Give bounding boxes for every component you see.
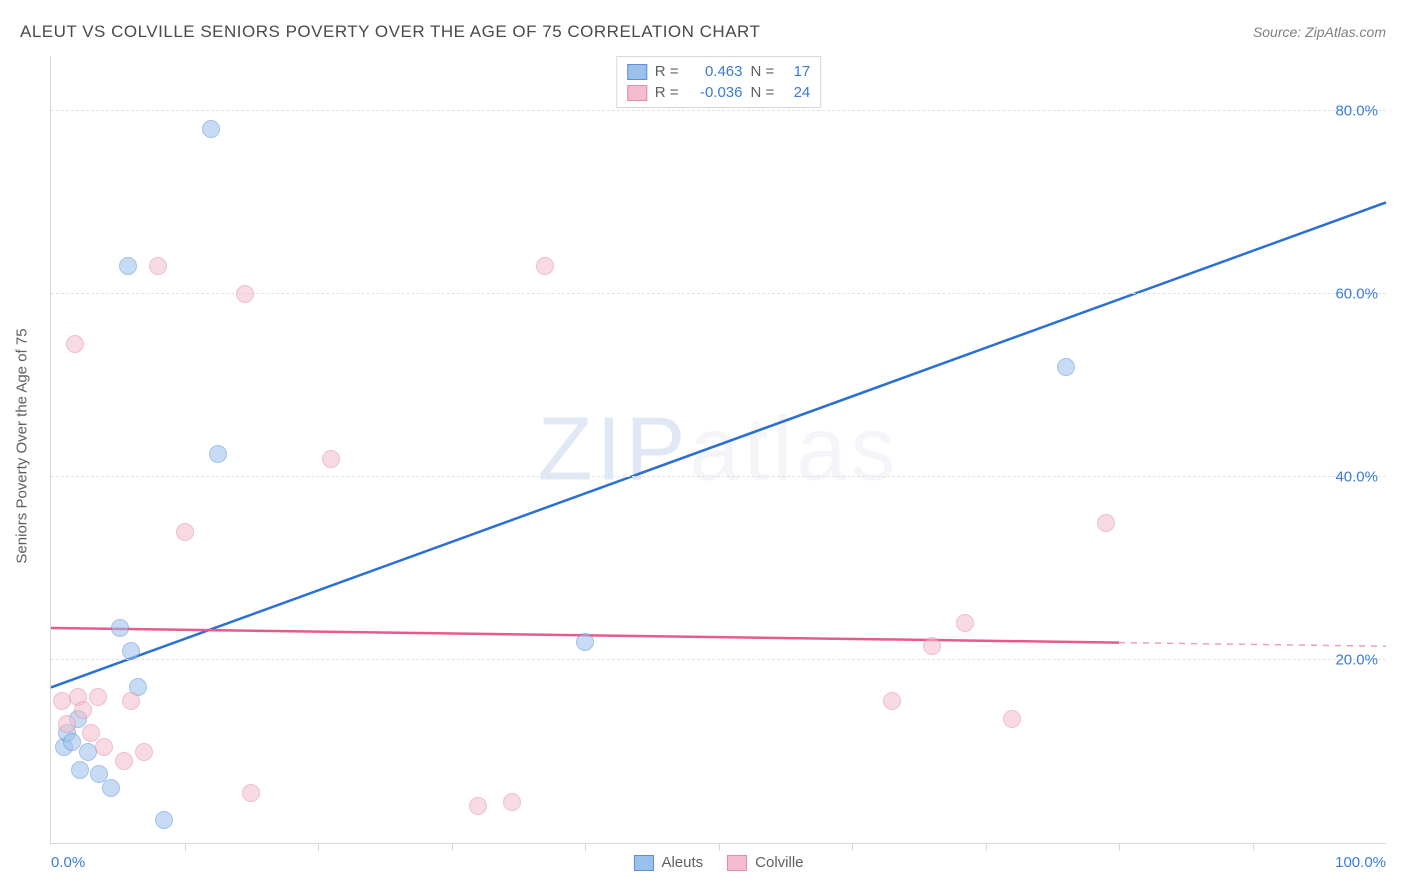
data-point — [242, 784, 260, 802]
data-point — [74, 701, 92, 719]
legend-item-colville: Colville — [727, 854, 803, 871]
data-point — [111, 619, 129, 637]
data-point — [236, 285, 254, 303]
colville-n-value: 24 — [782, 84, 810, 101]
colville-r-value: -0.036 — [687, 84, 743, 101]
x-tick — [585, 843, 586, 851]
x-tick — [1119, 843, 1120, 851]
colville-swatch-icon — [727, 855, 747, 871]
data-point — [923, 637, 941, 655]
stats-row-aleuts: R = 0.463 N = 17 — [627, 61, 811, 82]
data-point — [71, 761, 89, 779]
data-point — [58, 715, 76, 733]
aleuts-swatch-icon — [633, 855, 653, 871]
legend-item-aleuts: Aleuts — [633, 854, 703, 871]
legend-label-colville: Colville — [755, 854, 803, 871]
data-point — [956, 614, 974, 632]
stats-row-colville: R = -0.036 N = 24 — [627, 82, 811, 103]
y-tick-label: 80.0% — [1335, 102, 1378, 119]
data-point — [122, 642, 140, 660]
header-row: ALEUT VS COLVILLE SENIORS POVERTY OVER T… — [20, 22, 1386, 42]
y-axis-title: Seniors Poverty Over the Age of 75 — [14, 328, 31, 563]
data-point — [95, 738, 113, 756]
chart-plot-area: ZIPatlas R = 0.463 N = 17 R = -0.036 N =… — [50, 56, 1386, 844]
data-point — [883, 692, 901, 710]
data-point — [1003, 710, 1021, 728]
data-point — [576, 633, 594, 651]
series-legend: Aleuts Colville — [633, 854, 803, 871]
data-point — [89, 688, 107, 706]
data-point — [536, 257, 554, 275]
x-axis-min-label: 0.0% — [51, 854, 85, 871]
legend-label-aleuts: Aleuts — [661, 854, 703, 871]
x-tick — [1253, 843, 1254, 851]
x-tick — [986, 843, 987, 851]
x-tick — [852, 843, 853, 851]
aleuts-swatch-icon — [627, 64, 647, 80]
r-label: R = — [655, 84, 679, 101]
y-tick-label: 20.0% — [1335, 651, 1378, 668]
data-point — [135, 743, 153, 761]
gridline — [51, 476, 1386, 477]
data-point — [209, 445, 227, 463]
data-point — [503, 793, 521, 811]
data-point — [115, 752, 133, 770]
x-tick — [185, 843, 186, 851]
x-axis-max-label: 100.0% — [1335, 854, 1386, 871]
x-tick — [318, 843, 319, 851]
correlation-stats-box: R = 0.463 N = 17 R = -0.036 N = 24 — [616, 56, 822, 108]
data-point — [176, 523, 194, 541]
data-point — [1097, 514, 1115, 532]
aleuts-n-value: 17 — [782, 63, 810, 80]
r-label: R = — [655, 63, 679, 80]
y-tick-label: 60.0% — [1335, 285, 1378, 302]
data-point — [102, 779, 120, 797]
y-tick-label: 40.0% — [1335, 468, 1378, 485]
data-point — [469, 797, 487, 815]
regression-lines-layer — [51, 56, 1386, 843]
data-point — [119, 257, 137, 275]
data-point — [66, 335, 84, 353]
colville-swatch-icon — [627, 85, 647, 101]
source-credit: Source: ZipAtlas.com — [1253, 24, 1386, 40]
data-point — [149, 257, 167, 275]
data-point — [122, 692, 140, 710]
aleuts-r-value: 0.463 — [687, 63, 743, 80]
chart-title: ALEUT VS COLVILLE SENIORS POVERTY OVER T… — [20, 22, 760, 42]
n-label: N = — [751, 84, 775, 101]
data-point — [1057, 358, 1075, 376]
data-point — [202, 120, 220, 138]
x-tick — [452, 843, 453, 851]
n-label: N = — [751, 63, 775, 80]
data-point — [322, 450, 340, 468]
x-tick — [719, 843, 720, 851]
data-point — [155, 811, 173, 829]
gridline — [51, 110, 1386, 111]
gridline — [51, 659, 1386, 660]
